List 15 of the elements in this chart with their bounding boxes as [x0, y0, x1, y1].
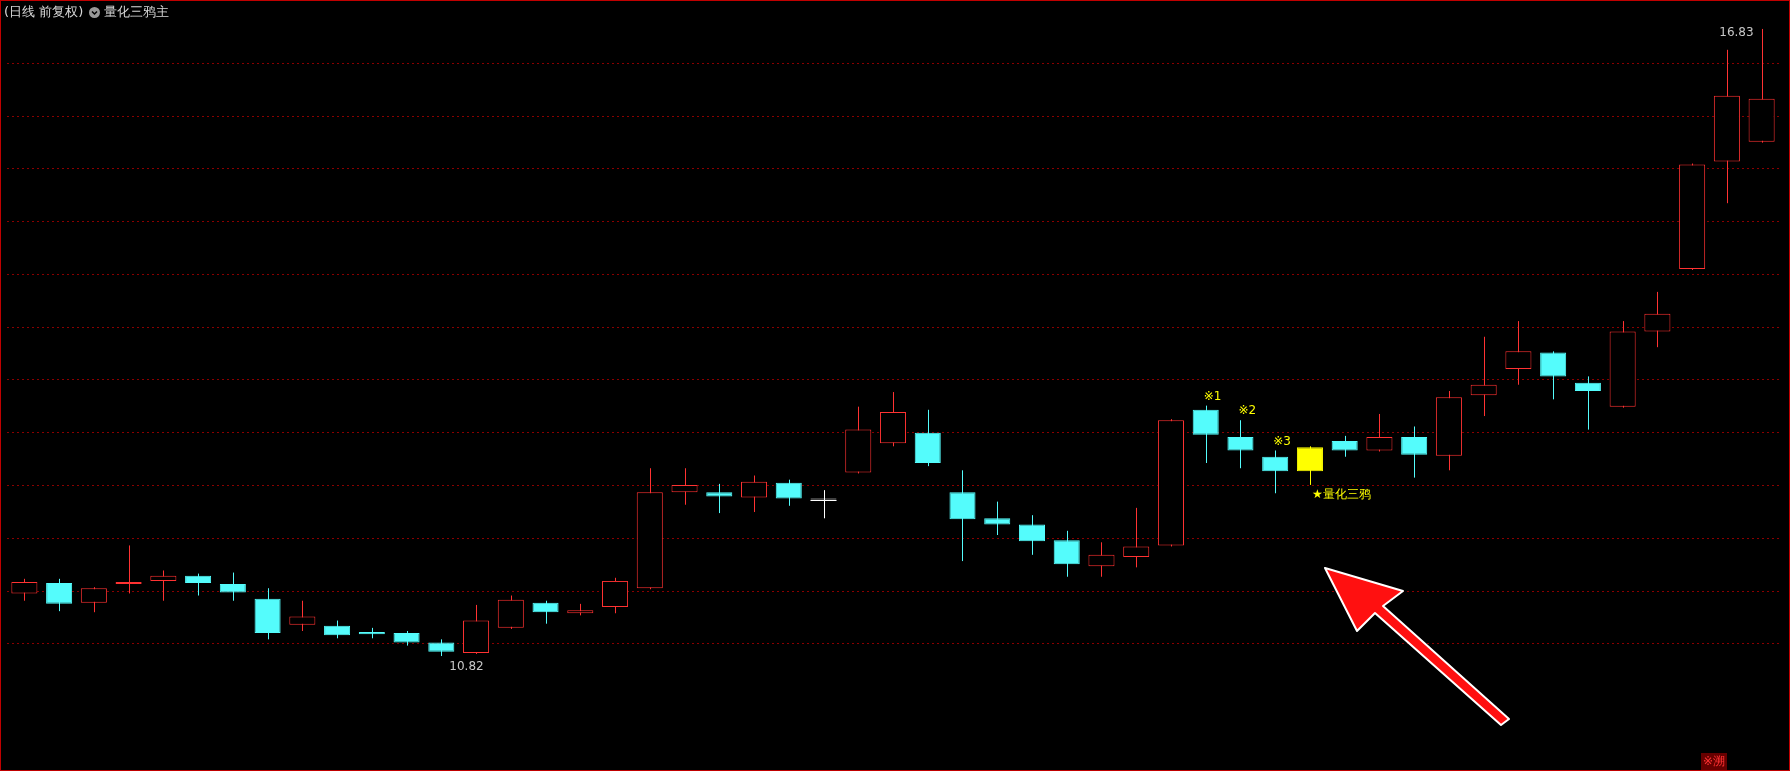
text: 10.82	[449, 659, 484, 674]
annotation: ※2	[1238, 403, 1257, 418]
chart-subtitle: 量化三鸦主	[104, 3, 170, 21]
candlestick	[706, 483, 733, 514]
candlestick	[671, 467, 698, 506]
chart-title: (日线 前复权)	[4, 3, 84, 21]
candlestick	[1470, 336, 1497, 417]
candlestick	[1123, 507, 1150, 568]
text: ※溯	[1700, 753, 1727, 770]
annotation: ※1	[1203, 388, 1222, 403]
annotation: ★量化三鸦	[1311, 487, 1371, 502]
candlestick	[984, 501, 1011, 536]
candlestick	[150, 569, 177, 602]
annotation: ※3	[1273, 433, 1291, 448]
annotation: 16.83	[1719, 25, 1754, 40]
